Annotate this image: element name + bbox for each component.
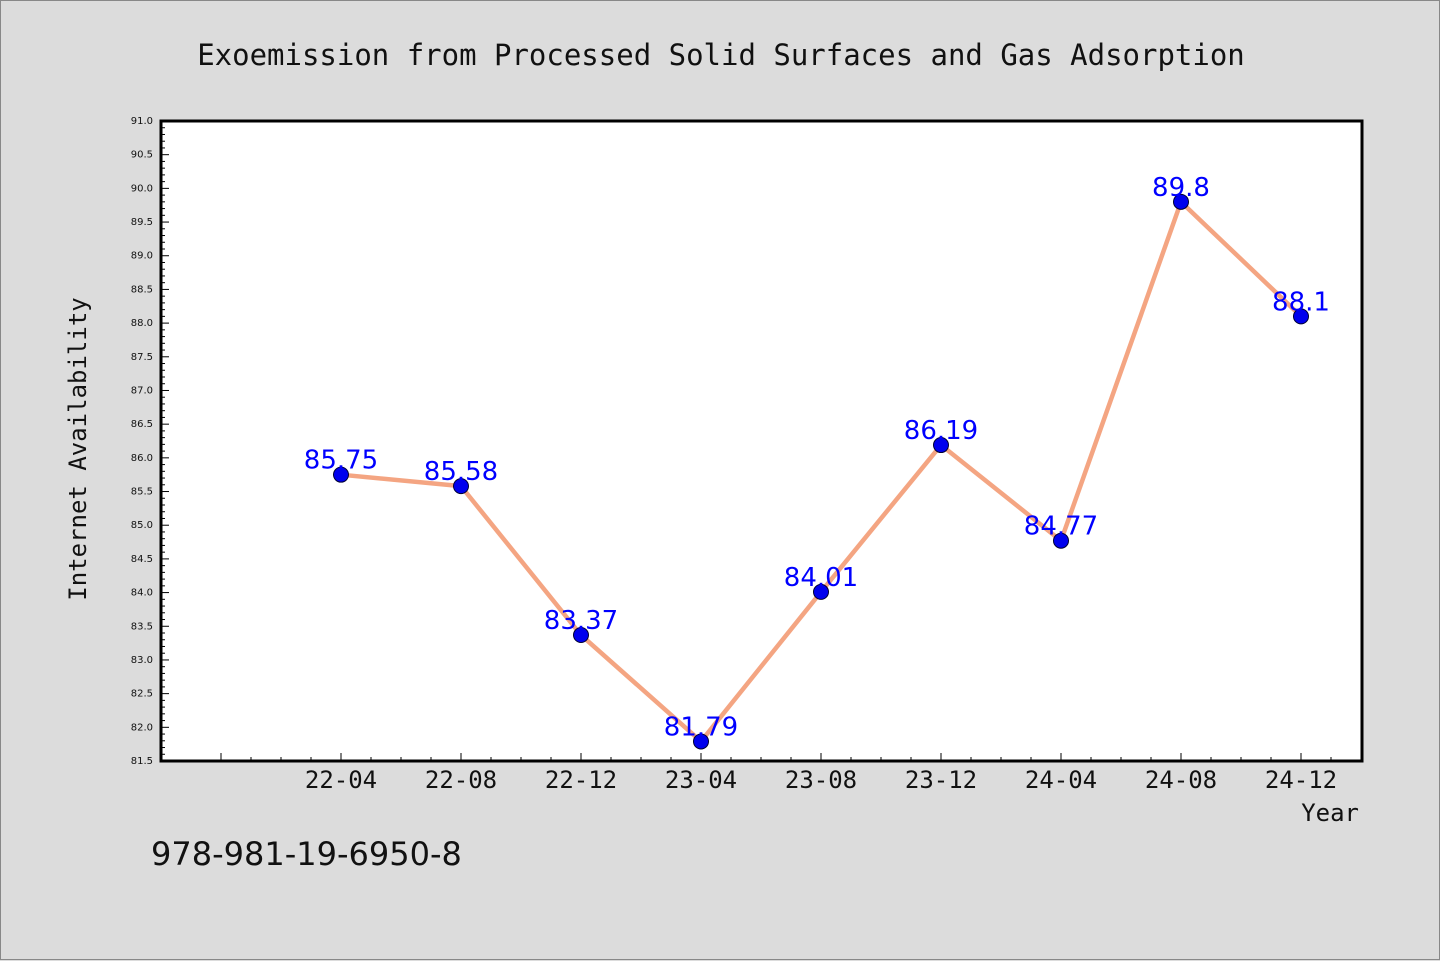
y-tick-label: 88.0 (131, 318, 153, 329)
data-label: 84.01 (784, 563, 858, 593)
x-axis: 22-04 22-08 22-12 23-04 23-08 23-12 24-04 24-08… (220, 753, 1362, 794)
y-tick-label: 84.5 (131, 554, 153, 565)
x-tick-label: 24-04 (1025, 766, 1097, 794)
y-axis: 81.5 82.0 82.5 83.0 83.5 84.0 84.5 85.0 85.5 86.0… (131, 116, 169, 767)
y-tick-label: 85.0 (131, 520, 153, 531)
data-point (693, 733, 709, 750)
x-tick-label: 24-08 (1145, 766, 1217, 794)
isbn-footer: 978-981-19-6950-8 (151, 835, 462, 873)
x-tick-label: 24-12 (1265, 766, 1337, 794)
data-label: 85.75 (304, 446, 378, 476)
y-tick-label: 88.5 (131, 284, 153, 295)
y-tick-label: 90.5 (131, 150, 153, 161)
y-tick-label: 87.0 (131, 385, 153, 396)
y-tick-label: 82.0 (131, 722, 153, 733)
y-tick-label: 82.5 (131, 689, 153, 700)
y-tick-label: 83.0 (131, 655, 153, 666)
x-axis-label: Year (1301, 799, 1359, 827)
data-point (933, 437, 949, 454)
y-tick-label: 87.5 (131, 352, 153, 363)
x-tick-label: 23-08 (785, 766, 857, 794)
y-tick-label: 86.0 (131, 453, 153, 464)
x-tick-label: 22-12 (545, 766, 617, 794)
x-tick-label: 22-04 (305, 766, 377, 794)
data-point (1293, 308, 1309, 325)
data-labels: 85.75 85.58 83.37 81.79 84.01 86.19 84.77 89.8 8… (304, 173, 1330, 743)
x-tick-label: 23-12 (905, 766, 977, 794)
data-point (813, 583, 829, 600)
y-axis-label: Internet Availability (64, 297, 92, 600)
y-tick-label: 84.0 (131, 588, 153, 599)
y-tick-label: 89.5 (131, 217, 153, 228)
data-label: 89.8 (1152, 173, 1210, 203)
data-label: 88.1 (1272, 287, 1330, 317)
y-tick-label: 83.5 (131, 621, 153, 632)
data-point (453, 478, 469, 495)
y-tick-label: 86.5 (131, 419, 153, 430)
y-tick-label: 91.0 (131, 116, 153, 127)
x-tick-label: 22-08 (425, 766, 497, 794)
y-tick-label: 85.5 (131, 487, 153, 498)
plot-area (159, 119, 1364, 763)
data-label: 84.77 (1024, 512, 1098, 542)
data-label: 85.58 (424, 457, 498, 487)
data-point (1053, 532, 1069, 549)
y-tick-label: 90.0 (131, 183, 153, 194)
series-line (333, 193, 1309, 750)
data-point (333, 466, 349, 483)
data-point (573, 627, 589, 644)
data-label: 86.19 (904, 416, 978, 446)
chart-title: Exoemission from Processed Solid Surface… (197, 38, 1245, 72)
y-tick-label: 81.5 (131, 756, 153, 767)
data-label: 81.79 (664, 712, 738, 742)
x-tick-label: 23-04 (665, 766, 737, 794)
data-label: 83.37 (544, 606, 618, 636)
data-point (1173, 193, 1189, 210)
y-tick-label: 89.0 (131, 251, 153, 262)
